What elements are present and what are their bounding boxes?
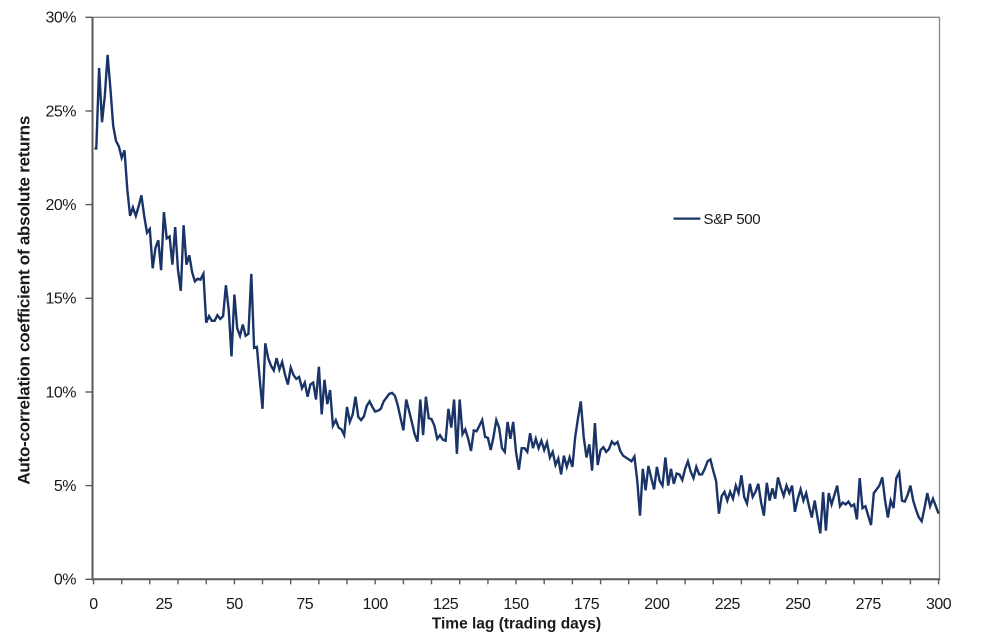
- svg-text:100: 100: [363, 596, 389, 613]
- svg-text:50: 50: [226, 596, 243, 613]
- svg-text:5%: 5%: [54, 478, 76, 495]
- svg-text:20%: 20%: [45, 197, 76, 214]
- svg-text:S&P 500: S&P 500: [704, 211, 761, 228]
- svg-text:25%: 25%: [45, 103, 76, 120]
- svg-text:75: 75: [296, 596, 313, 613]
- svg-text:175: 175: [574, 596, 600, 613]
- svg-text:Auto-correlation coefficient o: Auto-correlation coefficient of absolute…: [15, 116, 34, 485]
- svg-text:Time lag (trading days): Time lag (trading days): [432, 616, 601, 633]
- svg-text:0: 0: [89, 596, 98, 613]
- svg-text:300: 300: [926, 596, 952, 613]
- svg-text:0%: 0%: [54, 572, 76, 589]
- svg-text:125: 125: [433, 596, 459, 613]
- svg-text:275: 275: [856, 596, 882, 613]
- svg-text:150: 150: [503, 596, 529, 613]
- svg-text:200: 200: [644, 596, 670, 613]
- svg-text:250: 250: [785, 596, 811, 613]
- svg-text:10%: 10%: [45, 384, 76, 401]
- svg-text:25: 25: [156, 596, 173, 613]
- svg-text:15%: 15%: [45, 291, 76, 308]
- svg-text:225: 225: [715, 596, 741, 613]
- svg-text:30%: 30%: [45, 10, 76, 27]
